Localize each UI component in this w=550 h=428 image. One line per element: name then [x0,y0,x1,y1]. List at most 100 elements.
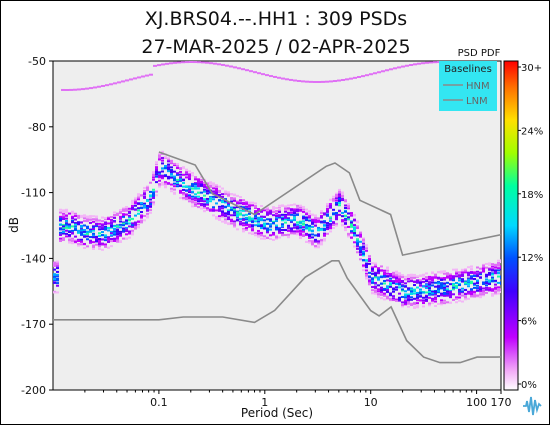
pdf-cell [137,212,140,215]
pdf-cell [191,185,194,188]
pdf-cell [467,292,470,295]
pdf-cell [281,216,284,219]
pdf-cell [416,302,419,305]
pdf-cell [325,80,329,83]
pdf-cell [353,224,356,227]
pdf-cell [449,276,452,279]
pdf-cell [317,233,320,236]
pdf-cell [194,187,197,190]
pdf-cell [365,272,368,275]
pdf-cell [248,225,251,228]
pdf-cell [137,220,140,223]
pdf-cell [323,213,326,216]
pdf-cell [275,224,278,227]
pdf-cell [359,235,362,238]
pdf-cell [491,288,494,291]
pdf-cell [467,277,470,280]
pdf-cell [110,224,113,227]
pdf-cell [314,238,317,241]
x-tick-label: 1 [261,396,268,409]
pdf-cell [191,201,194,204]
pdf-cell [410,287,413,290]
pdf-cell [467,285,470,288]
pdf-cell [134,221,137,224]
pdf-cell [149,73,153,76]
pdf-cell [446,281,449,284]
pdf-cell [122,207,125,210]
pdf-cell [332,221,335,224]
pdf-cell [452,279,455,282]
pdf-cell [59,233,62,236]
pdf-cell [425,280,428,283]
pdf-cell [98,237,101,240]
pdf-cell [347,217,350,220]
pdf-cell [494,270,497,273]
pdf-cell [275,237,278,240]
pdf-cell [125,230,128,233]
pdf-cell [110,226,113,229]
pdf-cell [59,219,62,222]
pdf-cell [62,212,65,215]
pdf-cell [425,283,428,286]
pdf-cell [185,196,188,199]
pdf-cell [482,267,485,270]
pdf-cell [161,181,164,184]
pdf-cell [206,201,209,204]
pdf-cell [158,152,161,155]
pdf-cell [455,286,458,289]
pdf-cell [368,259,371,262]
pdf-cell [311,229,314,232]
pdf-cell [125,226,128,229]
pdf-cell [446,275,449,278]
pdf-cell [344,217,347,220]
pdf-cell [299,206,302,209]
pdf-cell [464,288,467,291]
pdf-cell [293,203,296,206]
pdf-cell [440,285,443,288]
pdf-cell [152,194,155,197]
pdf-cell [173,164,176,167]
pdf-cell [278,210,281,213]
pdf-cell [383,279,386,282]
pdf-cell [446,294,449,297]
pdf-cell [86,227,89,230]
pdf-cell [83,246,86,249]
pdf-cell [77,238,80,241]
pdf-cell [377,290,380,293]
pdf-cell [137,207,140,210]
pdf-cell [428,302,431,305]
pdf-cell [281,228,284,231]
pdf-cell [350,230,353,233]
pdf-cell [131,224,134,227]
pdf-cell [149,203,152,206]
pdf-cell [189,61,193,64]
pdf-cell [98,228,101,231]
pdf-cell [131,208,134,211]
pdf-cell [362,237,365,240]
pdf-cell [107,236,110,239]
pdf-cell [443,289,446,292]
pdf-cell [329,80,333,83]
pdf-cell [311,222,314,225]
pdf-cell [128,231,131,234]
pdf-cell [251,225,254,228]
pdf-cell [116,240,119,243]
pdf-cell [201,61,205,64]
pdf-cell [392,275,395,278]
pdf-cell [476,289,479,292]
pdf-cell [479,271,482,274]
pdf-cell [305,226,308,229]
pdf-cell [170,172,173,175]
legend-title: Baselines [444,64,492,75]
pdf-cell [338,199,341,202]
pdf-cell [419,288,422,291]
pdf-cell [158,154,161,157]
pdf-cell [176,178,179,181]
pdf-cell [227,194,230,197]
pdf-cell [176,167,179,170]
pdf-cell [407,280,410,283]
pdf-cell [440,278,443,281]
pdf-cell [431,284,434,287]
pdf-cell [452,282,455,285]
pdf-cell [362,269,365,272]
